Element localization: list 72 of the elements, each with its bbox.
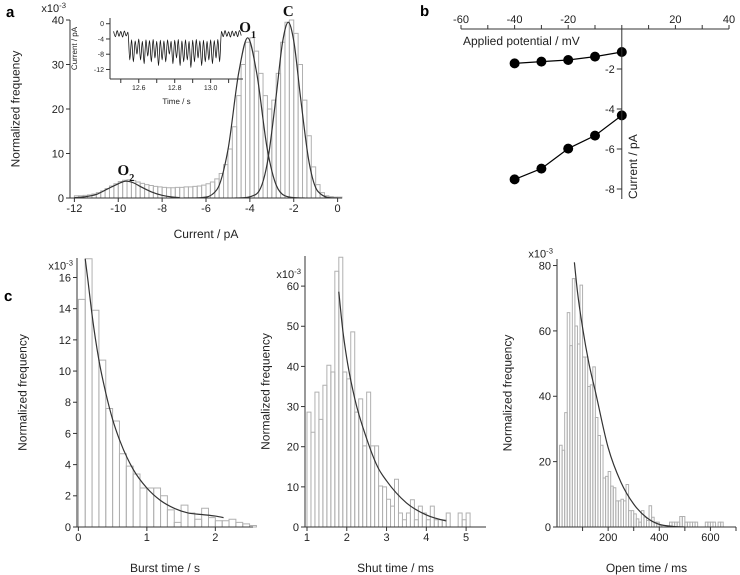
y-axis-title: Current / pA — [70, 26, 79, 70]
x-axis-title: Burst time / s — [130, 561, 200, 575]
y-tick-label: 30 — [52, 59, 64, 72]
x-tick-label: 20 — [669, 14, 682, 26]
y-tick-label: 4 — [64, 460, 71, 472]
annotation: O$_{1}$ — [239, 20, 256, 40]
x-tick-label: 2 — [344, 532, 350, 544]
y-tick-label: -2 — [605, 64, 615, 76]
y-tick-label: 10 — [286, 482, 299, 494]
y-tick-label: 16 — [58, 272, 71, 284]
y-tick-label: 10 — [58, 366, 71, 378]
text: c — [4, 288, 12, 305]
text: x10$^{-3}$ — [41, 0, 66, 15]
chart-title: a — [6, 4, 14, 21]
x-tick-label: -10 — [110, 202, 126, 215]
x-tick-label: 4 — [423, 532, 430, 544]
y-tick-label: 8 — [64, 397, 71, 410]
x-tick-label: 40 — [722, 14, 736, 26]
x-axis-title: Open time / ms — [606, 561, 688, 575]
text: x10$^{-3}$ — [528, 246, 553, 260]
y-tick-label: -4 — [605, 104, 615, 116]
x-axis-title: Applied potential / mV — [463, 34, 580, 48]
x-tick-label: 400 — [650, 532, 668, 544]
y-tick-label: 20 — [286, 442, 299, 454]
y-axis-title: Normalized frequency — [258, 333, 272, 450]
y-tick-label: 0 — [292, 522, 299, 534]
x-axis-title: Time / s — [162, 97, 191, 106]
y-tick-label: 6 — [64, 428, 71, 440]
y-tick-label: 0 — [544, 522, 551, 534]
y-tick-label: -6 — [605, 144, 615, 156]
x-tick-label: -6 — [201, 202, 211, 215]
x-tick-label: 2 — [212, 532, 218, 544]
y-tick-label: 80 — [538, 260, 551, 272]
y-tick-label: 0 — [58, 192, 64, 205]
y-tick-label: 14 — [58, 304, 71, 316]
x-tick-label: 200 — [598, 532, 618, 544]
x-tick-label: -20 — [560, 14, 576, 26]
x-tick-label: 3 — [383, 532, 390, 544]
x-tick-label: 1 — [144, 532, 150, 544]
y-tick-label: 20 — [52, 104, 64, 116]
y-tick-label: 20 — [538, 456, 551, 469]
x-tick-label: -60 — [453, 14, 469, 26]
text: x10$^{-3}$ — [276, 266, 301, 282]
y-tick-label: 50 — [286, 321, 299, 334]
y-axis-title: Current / pA — [626, 134, 640, 199]
chart-title: b — [420, 3, 430, 20]
y-tick-label: 2 — [64, 490, 71, 503]
x-tick-label: 1 — [304, 532, 310, 544]
x-axis-title: Shut time / ms — [357, 561, 434, 575]
x-tick-label: 5 — [463, 532, 470, 544]
y-axis-title: Normalized frequency — [15, 334, 30, 451]
y-tick-label: 30 — [286, 401, 299, 414]
y-tick-label: 40 — [538, 391, 551, 404]
x-tick-label: -8 — [157, 202, 168, 215]
y-tick-label: 60 — [286, 281, 299, 294]
annotation: O$_{2}$ — [117, 163, 134, 184]
y-axis-title: Normalized frequency — [8, 50, 22, 168]
y-tick-label: 40 — [286, 361, 299, 374]
y-tick-label: 0 — [64, 522, 71, 534]
y-tick-label: 12 — [58, 334, 71, 347]
x-tick-label: 600 — [701, 532, 720, 544]
y-axis-title: Normalized frequency — [500, 334, 514, 452]
x-tick-label: 0 — [75, 532, 82, 544]
annotation: C — [282, 4, 294, 20]
y-tick-label: 10 — [52, 148, 64, 160]
x-tick-label: -40 — [506, 14, 523, 26]
x-tick-label: 0 — [334, 202, 341, 215]
x-axis-title: Current / pA — [174, 227, 238, 241]
x-tick-label: -4 — [244, 202, 255, 215]
text: x10$^{-3}$ — [48, 258, 73, 272]
y-tick-label: 60 — [538, 326, 551, 338]
y-tick-label: -8 — [605, 184, 615, 196]
